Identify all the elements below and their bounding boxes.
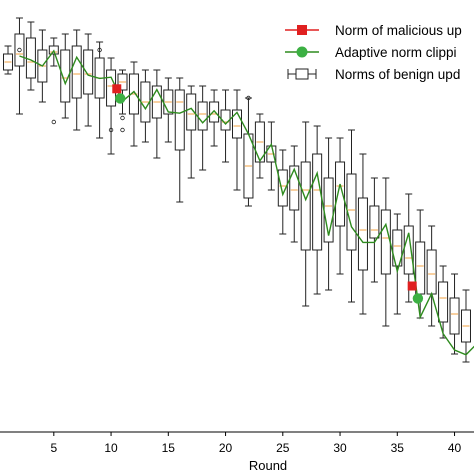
benign-box-round-23 [254, 113, 265, 179]
box-outlier [246, 95, 251, 101]
box-body [335, 161, 346, 227]
box-body [449, 297, 460, 335]
benign-box-round-38 [426, 225, 437, 327]
box-outlier [108, 127, 114, 133]
benign-box-round-29 [323, 137, 334, 291]
x-tick-label-30: 30 [333, 441, 347, 455]
benign-box-round-8 [83, 33, 94, 127]
benign-box-round-40 [449, 273, 460, 355]
legend-adaptive-label: Adaptive norm clippi [335, 45, 457, 60]
box-body [209, 101, 220, 123]
x-tick-label-40: 40 [448, 441, 462, 455]
x-tick-label-5: 5 [50, 441, 57, 455]
box-body [346, 173, 357, 251]
benign-box-round-28 [312, 125, 323, 295]
box-body [83, 49, 94, 95]
box-body [380, 209, 391, 275]
box-body [415, 241, 426, 295]
box-body [312, 153, 323, 251]
benign-box-round-25 [277, 149, 288, 235]
box-body [186, 93, 197, 131]
adaptive-clipping-marker-1 [115, 93, 126, 104]
box-body [357, 197, 368, 271]
legend-background [278, 10, 474, 97]
x-tick-label-20: 20 [219, 441, 233, 455]
benign-box-round-18 [197, 85, 208, 171]
box-body [300, 161, 311, 251]
benign-box-round-35 [392, 213, 403, 315]
malicious-norm-marker-1 [112, 84, 122, 94]
box-body [197, 101, 208, 131]
box-body [392, 229, 403, 267]
legend-item-benign: Norms of benign upd [287, 67, 460, 82]
box-body [60, 49, 71, 103]
benign-box-round-15 [163, 77, 174, 143]
x-tick-label-25: 25 [276, 441, 290, 455]
x-tick-label-10: 10 [104, 441, 118, 455]
benign-box-round-13 [140, 69, 151, 143]
legend-benign-label: Norms of benign upd [335, 67, 460, 82]
box-outlier [97, 47, 102, 53]
benign-box-round-1 [3, 45, 14, 75]
benign-box-round-33 [369, 177, 380, 283]
legend-benign-box-icon [295, 68, 309, 80]
benign-box-round-14 [151, 69, 162, 159]
benign-box-round-30 [335, 137, 346, 275]
benign-box-round-21 [232, 89, 242, 191]
malicious-norm-layer [112, 84, 417, 291]
box-body [289, 165, 300, 211]
box-outlier [120, 115, 125, 121]
benign-box-round-31 [346, 129, 357, 303]
benign-box-round-10 [106, 57, 117, 155]
benign-box-round-39 [438, 265, 449, 339]
adaptive-clipping-line [19, 49, 474, 356]
benign-box-round-26 [289, 145, 300, 243]
benign-box-round-3 [25, 21, 36, 91]
benign-box-round-6 [60, 33, 71, 119]
adaptive-clipping-marker-2 [412, 293, 424, 304]
benign-box-round-32 [357, 153, 368, 315]
benign-box-round-17 [186, 85, 197, 179]
box-outlier [17, 47, 22, 53]
benign-box-round-9 [94, 41, 105, 139]
benign-box-round-34 [380, 177, 391, 327]
benign-box-round-19 [209, 89, 220, 147]
box-body [14, 33, 25, 67]
benign-box-round-22 [243, 95, 254, 207]
legend-malicious-square-icon [297, 25, 307, 35]
legend-malicious-label: Norm of malicious up [335, 23, 462, 38]
benign-box-round-12 [128, 61, 139, 147]
legend: Norm of malicious up Adaptive norm clipp… [278, 10, 474, 97]
adaptive-clipping-layer [19, 49, 474, 356]
x-axis-title: Round [249, 458, 287, 473]
box-body [369, 205, 380, 239]
box-body [232, 109, 242, 139]
legend-adaptive-circle-icon [296, 46, 308, 58]
box-body [438, 281, 449, 323]
benign-box-round-20 [220, 89, 231, 163]
benign-box-round-7 [71, 29, 82, 131]
box-body [426, 249, 437, 295]
x-axis: 5 10 15 20 25 30 35 40 [0, 431, 474, 455]
x-tick-label-35: 35 [391, 441, 405, 455]
box-outlier [120, 127, 125, 133]
box-body [25, 37, 36, 79]
box-body [71, 45, 82, 99]
legend-item-adaptive: Adaptive norm clippi [285, 45, 457, 60]
box-outlier [51, 119, 57, 125]
benign-box-round-2 [14, 17, 25, 115]
malicious-norm-marker-2 [407, 281, 417, 291]
box-body [174, 89, 185, 151]
benign-box-round-27 [300, 121, 311, 307]
x-tick-label-15: 15 [162, 441, 176, 455]
benign-box-round-16 [174, 77, 185, 203]
box-body [277, 169, 288, 207]
legend-item-malicious: Norm of malicious up [285, 23, 462, 38]
benign-box-round-41 [460, 289, 471, 363]
